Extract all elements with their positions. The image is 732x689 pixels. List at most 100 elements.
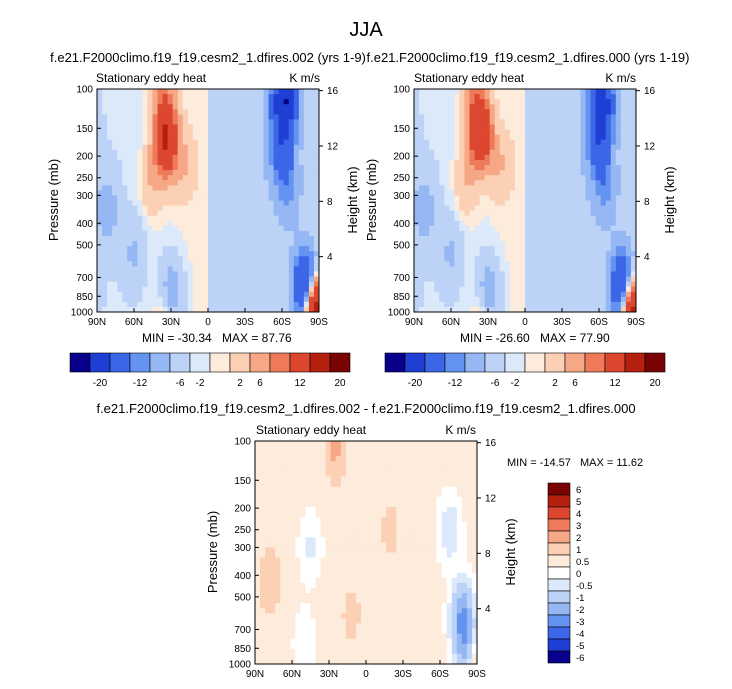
heatmap-cell — [360, 582, 367, 589]
heatmap-cell — [233, 195, 239, 201]
heatmap-cell — [273, 190, 280, 196]
heatmap-cell — [444, 261, 450, 267]
heatmap-cell — [459, 235, 465, 242]
heatmap-cell — [275, 527, 281, 533]
heatmap-cell — [360, 547, 367, 553]
heatmap-cell — [132, 175, 138, 181]
heatmap-cell — [464, 99, 470, 105]
heatmap-cell — [202, 139, 209, 146]
heatmap-cell — [300, 496, 306, 503]
heatmap-cell — [449, 241, 455, 247]
heatmap-cell — [147, 109, 153, 115]
heatmap-cell — [350, 481, 357, 488]
panel-3: f.e21.F2000climo.f19_f19.cesm2_1.dfires.… — [96, 401, 643, 680]
heatmap-cell — [565, 165, 571, 171]
heatmap-cell — [464, 271, 470, 277]
heatmap-cell — [630, 165, 637, 171]
heatmap-cell — [187, 215, 194, 222]
heatmap-cell — [575, 220, 581, 227]
heatmap-cell — [340, 623, 347, 629]
heatmap-cell — [355, 572, 362, 579]
heatmap-cell — [218, 241, 224, 247]
heatmap-cell — [298, 296, 305, 303]
heatmap-cell — [177, 99, 184, 105]
heatmap-cell — [615, 119, 622, 125]
heatmap-cell — [494, 129, 501, 136]
heatmap-cell — [350, 501, 357, 508]
heatmap-cell — [102, 190, 108, 196]
heatmap-cell — [590, 200, 597, 206]
heatmap-cell — [355, 496, 362, 503]
heatmap-cell — [424, 235, 430, 242]
heatmap-cell — [197, 296, 204, 303]
heatmap-cell — [449, 124, 455, 130]
heatmap-cell — [340, 451, 347, 457]
heatmap-cell — [484, 281, 491, 288]
heatmap-cell — [102, 286, 108, 293]
heatmap-cell — [489, 210, 496, 217]
heatmap-cell — [535, 266, 541, 272]
heatmap-cell — [162, 124, 169, 130]
heatmap-cell — [243, 266, 249, 272]
heatmap-cell — [137, 230, 143, 237]
heatmap-cell — [335, 593, 342, 599]
heatmap-cell — [290, 552, 296, 558]
heatmap-cell — [268, 241, 274, 247]
heatmap-cell — [97, 139, 103, 146]
heatmap-cell — [560, 306, 566, 313]
heatmap-cell — [545, 114, 551, 120]
heatmap-cell — [132, 210, 138, 217]
heatmap-cell — [489, 271, 496, 277]
heatmap-cell — [330, 446, 337, 452]
heatmap-cell — [484, 225, 491, 232]
heatmap-cell — [519, 154, 526, 161]
heatmap-cell — [223, 94, 229, 100]
heatmap-cell — [187, 225, 194, 232]
heatmap-cell — [355, 582, 362, 589]
heatmap-cell — [340, 643, 347, 650]
heatmap-cell — [233, 296, 239, 303]
heatmap-cell — [255, 446, 261, 452]
heatmap-cell — [464, 276, 470, 282]
heatmap-cell — [545, 286, 551, 293]
heatmap-cell — [424, 291, 430, 298]
heatmap-cell — [265, 613, 271, 619]
heatmap-cell — [575, 241, 581, 247]
heatmap-cell — [295, 476, 301, 482]
heatmap-cell — [278, 165, 285, 171]
heatmap-cell — [208, 286, 214, 293]
heatmap-cell — [278, 215, 285, 222]
heatmap-cell — [280, 501, 286, 508]
height-tick-label: 12 — [327, 141, 339, 152]
heatmap-cell — [137, 241, 143, 247]
heatmap-cell — [620, 119, 627, 125]
heatmap-cell — [585, 281, 591, 288]
heatmap-cell — [295, 511, 301, 518]
heatmap-cell — [449, 306, 455, 313]
heatmap-cell — [147, 99, 153, 105]
heatmap-cell — [310, 567, 316, 574]
heatmap-cell — [535, 94, 541, 100]
heatmap-cell — [290, 456, 296, 462]
heatmap-cell — [253, 149, 259, 156]
heatmap-cell — [484, 144, 491, 151]
heatmap-cell — [197, 266, 204, 272]
heatmap-cell — [439, 276, 445, 282]
heatmap-cell — [464, 220, 470, 227]
heatmap-cell — [494, 94, 501, 100]
heatmap-cell — [590, 235, 597, 242]
heatmap-cell — [310, 608, 316, 614]
heatmap-cell — [550, 99, 556, 105]
heatmap-cell — [335, 466, 342, 472]
heatmap-cell — [102, 230, 108, 237]
heatmap-cell — [550, 256, 556, 262]
heatmap-cell — [625, 281, 632, 288]
heatmap-cell — [147, 134, 153, 141]
heatmap-cell — [590, 256, 597, 262]
heatmap-cell — [550, 215, 556, 222]
heatmap-cell — [187, 286, 194, 293]
heatmap-cell — [474, 306, 480, 313]
heatmap-cell — [177, 246, 184, 252]
heatmap-cell — [152, 89, 158, 95]
heatmap-cell — [223, 109, 229, 115]
